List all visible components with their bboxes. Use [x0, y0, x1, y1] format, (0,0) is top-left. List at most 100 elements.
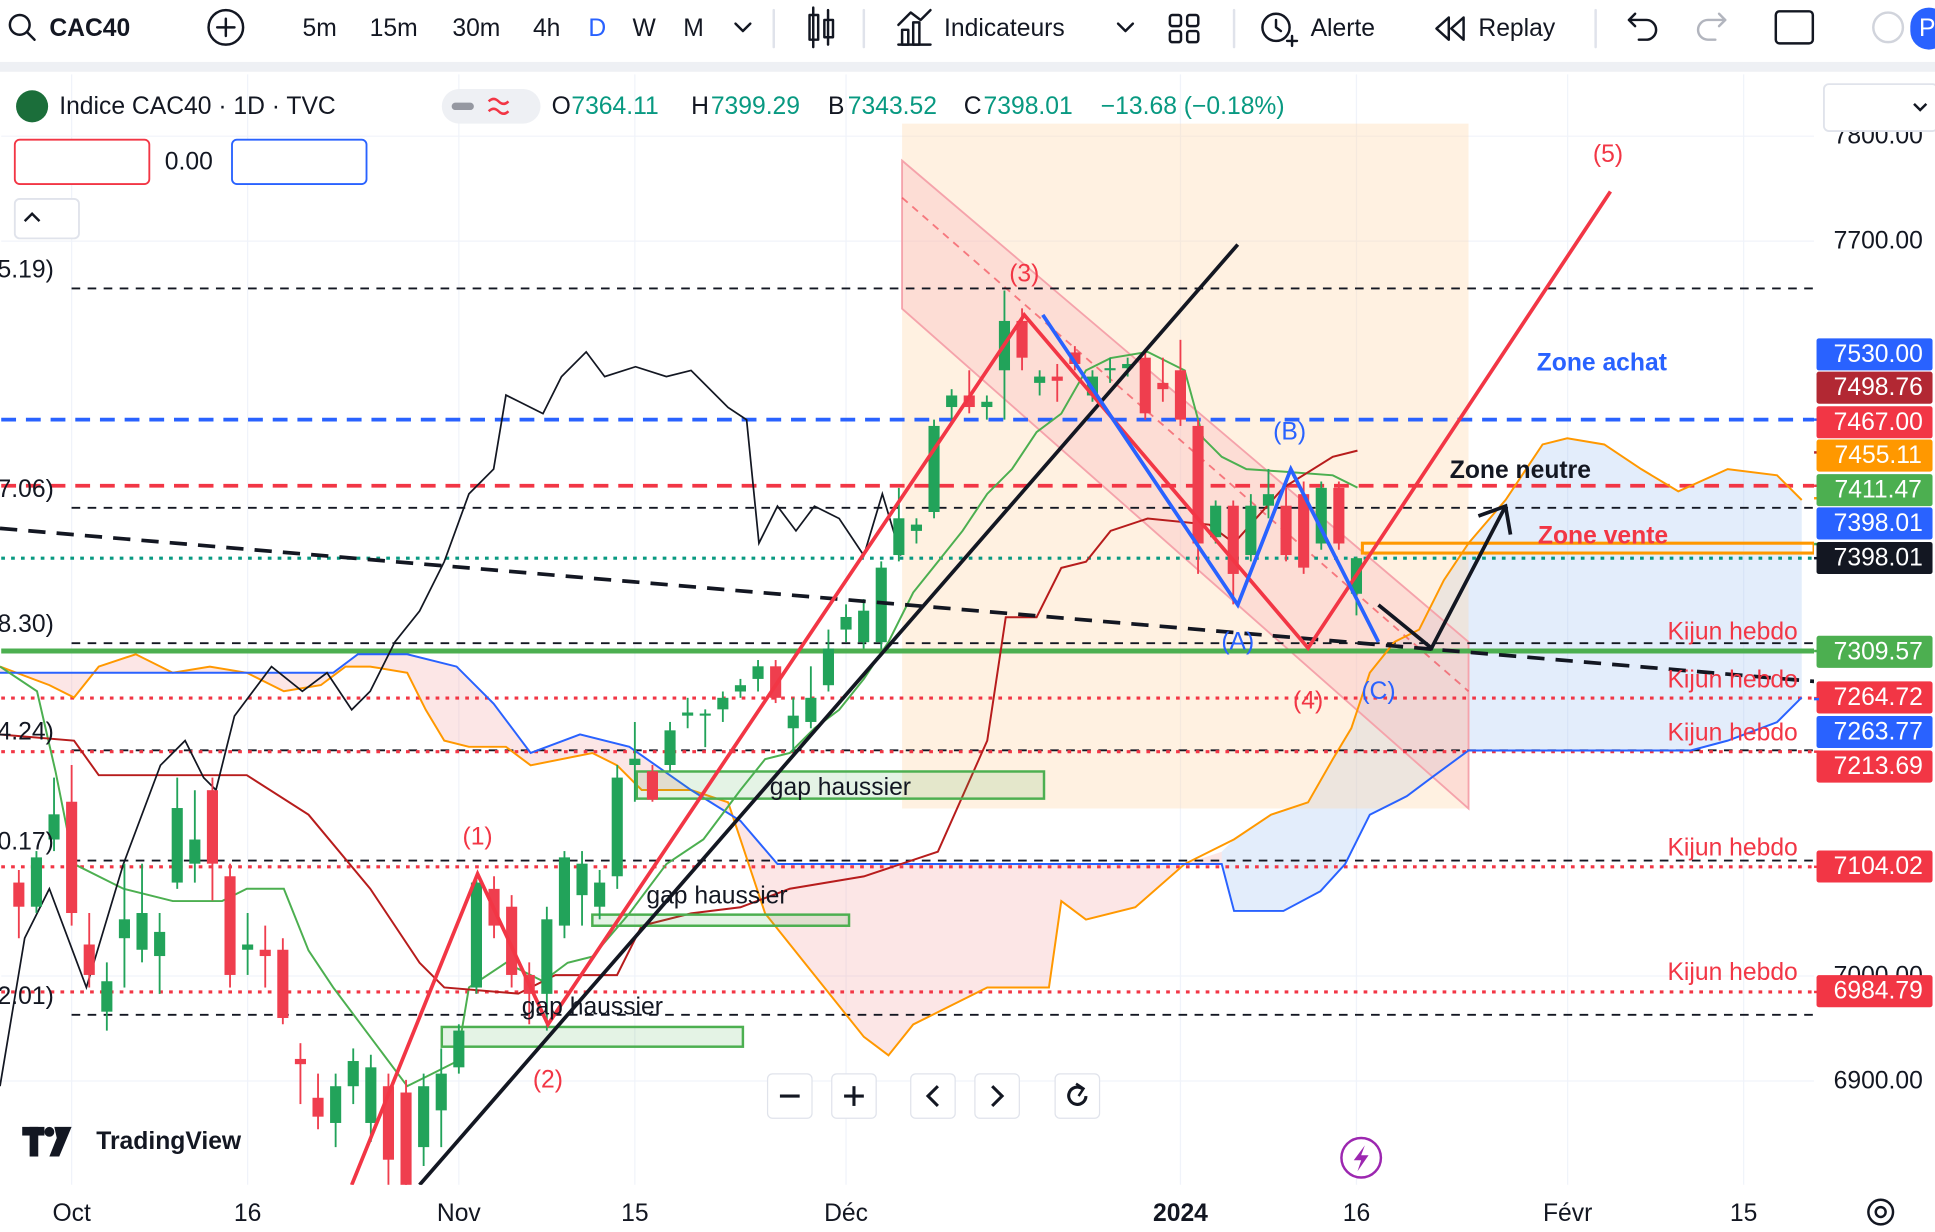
candle-body — [893, 518, 905, 556]
price-tag — [1816, 371, 1933, 404]
guide-label: 8.30) — [0, 611, 54, 638]
guide-label: 5.19) — [0, 256, 54, 283]
legend-value: 7343.52 — [848, 93, 937, 120]
candle-body — [294, 1058, 306, 1065]
price-tag — [1816, 715, 1933, 749]
indicators-icon[interactable] — [897, 8, 932, 46]
interval[interactable]: W — [633, 15, 657, 42]
legend-value: 7398.01 — [984, 93, 1073, 120]
price-tag-label: 7530.00 — [1834, 341, 1923, 368]
sell-box[interactable] — [13, 138, 151, 186]
candle-body — [418, 1086, 430, 1148]
x-tick-label: Févr — [1543, 1200, 1592, 1227]
candle-body — [1262, 494, 1275, 506]
price-tag-label: 7263.77 — [1834, 719, 1923, 746]
price-tag — [1816, 750, 1933, 783]
price-tag — [1816, 507, 1933, 540]
interval[interactable]: 30m — [452, 15, 500, 42]
chart-type[interactable] — [808, 6, 835, 49]
layout-icon[interactable] — [1168, 13, 1200, 44]
price-tag — [1816, 439, 1933, 472]
price-tag-label: 7498.76 — [1834, 374, 1923, 401]
legend-value: 7399.29 — [711, 93, 800, 120]
redo[interactable] — [1696, 12, 1727, 41]
price-tag — [1816, 850, 1933, 883]
ichimoku-cloud — [0, 438, 1802, 1056]
channel-mid — [901, 196, 1470, 692]
interval[interactable]: 15m — [370, 15, 418, 42]
interval[interactable]: 5m — [302, 15, 336, 42]
buy-box[interactable] — [231, 138, 368, 186]
candle-body — [13, 882, 25, 907]
zone-label: Zone neutre — [1450, 457, 1591, 484]
indicators-menu[interactable] — [1116, 22, 1135, 33]
interval[interactable]: M — [683, 15, 704, 42]
interval-menu[interactable] — [734, 22, 752, 33]
candle-body — [611, 777, 623, 877]
add-symbol[interactable] — [207, 8, 245, 46]
symbol[interactable]: CAC40 — [49, 15, 130, 42]
replay-button[interactable]: Replay — [1478, 15, 1555, 42]
candle-body — [30, 857, 42, 907]
x-tick-label: Nov — [437, 1200, 482, 1227]
candle-body — [594, 882, 606, 907]
candle-body — [277, 949, 289, 1018]
replay-icon[interactable] — [1435, 16, 1465, 41]
gap-box — [440, 1025, 745, 1048]
alert-icon[interactable] — [1261, 12, 1299, 48]
candle-body — [136, 913, 148, 950]
candle-body — [1333, 487, 1345, 544]
correction-label: (C) — [1361, 678, 1395, 705]
alert-button[interactable]: Alerte — [1311, 15, 1375, 42]
currency-select[interactable] — [1823, 83, 1935, 132]
candle-body — [664, 730, 676, 765]
price-tag-label: 7467.00 — [1834, 409, 1923, 436]
trend-dashed — [0, 526, 1815, 684]
layers-toggle[interactable] — [13, 197, 80, 240]
candle-body — [946, 395, 958, 408]
correction-wave — [1041, 313, 1381, 643]
scroll-left[interactable] — [910, 1073, 956, 1119]
candle-body — [83, 944, 95, 975]
x-tick-label: 15 — [1730, 1200, 1757, 1227]
candle-body — [682, 712, 694, 716]
levels — [1, 287, 1815, 1016]
scroll-right[interactable] — [974, 1073, 1020, 1119]
search-icon[interactable] — [8, 13, 31, 36]
guide-label: 2.01) — [0, 983, 54, 1010]
gap-box — [591, 913, 851, 927]
candle-body — [224, 876, 236, 975]
reset-chart[interactable] — [1054, 1073, 1101, 1119]
logo — [22, 1126, 72, 1157]
candle-body — [154, 931, 166, 957]
candle-body — [558, 857, 570, 926]
publish-button[interactable] — [1910, 7, 1935, 50]
status-pill[interactable] — [441, 89, 541, 124]
senkou-a — [0, 653, 1803, 912]
legend-key: O — [552, 93, 571, 120]
settings-icon[interactable] — [1867, 1198, 1895, 1226]
chikou — [0, 350, 902, 1087]
market-status — [451, 102, 474, 111]
legend-value: 7364.11 — [571, 93, 658, 120]
candle-body — [118, 919, 130, 939]
candle-body — [858, 610, 870, 643]
candle-body — [1122, 363, 1134, 369]
indicators-button[interactable]: Indicateurs — [944, 15, 1065, 42]
candle-body — [400, 1092, 412, 1185]
profile[interactable] — [1872, 11, 1905, 44]
candle-body — [910, 524, 923, 531]
candle-body — [1051, 376, 1063, 381]
candle-body — [1016, 320, 1028, 358]
publish-initial: P — [1919, 15, 1935, 42]
interval[interactable]: 4h — [533, 15, 560, 42]
candle-body — [330, 1086, 342, 1123]
undo[interactable] — [1627, 12, 1658, 41]
interval[interactable]: D — [588, 15, 606, 42]
candle-body — [382, 1086, 394, 1160]
candle-body — [805, 697, 817, 722]
fullscreen[interactable] — [1774, 10, 1815, 45]
x-tick-label: 16 — [1343, 1200, 1370, 1227]
price-tag — [1816, 635, 1933, 668]
